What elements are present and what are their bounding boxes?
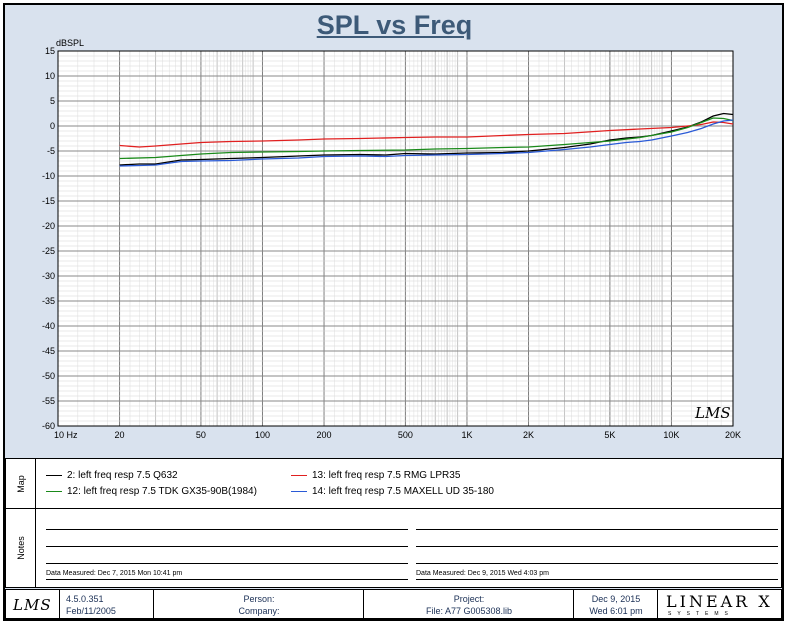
chart-title: SPL vs Freq (316, 10, 473, 40)
notes-line (416, 546, 778, 547)
x-tick-label: 500 (398, 430, 413, 440)
y-tick-label: -50 (42, 371, 55, 381)
x-tick-label: 10 Hz (54, 430, 78, 440)
plot-area (58, 51, 733, 426)
y-tick-label: 0 (50, 121, 55, 131)
version-date: Feb/11/2005 (66, 606, 116, 616)
x-tick-label: 5K (604, 430, 615, 440)
y-tick-label: -45 (42, 346, 55, 356)
company-label: Company: (238, 606, 280, 616)
y-tick-label: -5 (47, 146, 55, 156)
x-tick-label: 20K (725, 430, 741, 440)
x-tick-label: 2K (523, 430, 534, 440)
y-tick-label: -25 (42, 246, 55, 256)
notes-line (416, 563, 778, 564)
y-tick-label: 5 (50, 96, 55, 106)
lms-logo: LMS (13, 596, 52, 614)
notes-line (46, 563, 408, 564)
footer-time: Wed 6:01 pm (589, 606, 643, 616)
x-tick-label: 50 (196, 430, 206, 440)
x-tick-label: 200 (317, 430, 332, 440)
person-label: Person: (243, 594, 275, 604)
y-tick-label: -15 (42, 196, 55, 206)
x-tick-label: 20 (115, 430, 125, 440)
project-label: Project: (453, 594, 485, 604)
map-label: Map (15, 474, 26, 493)
y-tick-label: 15 (45, 46, 55, 56)
y-tick-label: -30 (42, 271, 55, 281)
notes-line (46, 529, 408, 530)
spl-chart: 151050-5-10-15-20-25-30-35-40-45-50-55-6… (42, 46, 741, 440)
legend-swatch (46, 474, 62, 476)
legend-item-q632: 2: left freq resp 7.5 Q632 (46, 470, 178, 481)
legend-item-tdk: 12: left freq resp 7.5 TDK GX35-90B(1984… (46, 486, 257, 497)
legend-item-maxell: 14: left freq resp 7.5 MAXELL UD 35-180 (291, 486, 494, 497)
x-tick-label: 100 (255, 430, 270, 440)
file-label: File: A77 G005308.lib (425, 606, 513, 616)
legend-swatch (291, 490, 307, 492)
legend-swatch (291, 474, 307, 476)
y-tick-label: -40 (42, 321, 55, 331)
series-line (119, 112, 734, 166)
series-line (119, 121, 734, 148)
brand-name: LINEAR X (666, 592, 773, 611)
x-tick-label: 10K (663, 430, 679, 440)
y-tick-label: -35 (42, 296, 55, 306)
footer: LMS 4.5.0.351 Feb/11/2005 Person: Compan… (5, 589, 782, 619)
y-tick-label: -20 (42, 221, 55, 231)
notes-line (416, 579, 778, 580)
date-measured-left: Data Measured: Dec 7, 2015 Mon 10:41 pm (46, 570, 183, 577)
legend-item-rmg: 13: left freq resp 7.5 RMG LPR35 (291, 470, 460, 481)
y-tick-label: -10 (42, 171, 55, 181)
series-line (119, 119, 734, 167)
notes-line (46, 579, 408, 580)
y-tick-label: -55 (42, 396, 55, 406)
series-line (119, 117, 734, 160)
date-measured-right: Data Measured: Dec 9, 2015 Wed 4:03 pm (416, 570, 549, 577)
notes-line (416, 529, 778, 530)
brand-sub: SYSTEMS (668, 611, 734, 617)
map-legend-panel: Map 2: left freq resp 7.5 Q632 12: left … (5, 458, 782, 509)
notes-line (46, 546, 408, 547)
lms-watermark: LMS (694, 404, 731, 422)
version: 4.5.0.351 (66, 594, 104, 604)
notes-label: Notes (15, 536, 26, 560)
notes-panel: Notes Data Measured: Dec 7, 2015 Mon 10:… (5, 508, 782, 588)
legend-swatch (46, 490, 62, 492)
footer-date: Dec 9, 2015 (591, 594, 641, 604)
linearx-logo: LINEAR X SYSTEMS (658, 590, 781, 618)
plot-border (57, 50, 734, 427)
y-tick-label: 10 (45, 71, 55, 81)
y-tick-label: -60 (42, 421, 55, 431)
x-tick-label: 1K (461, 430, 472, 440)
y-axis-label: dBSPL (56, 38, 85, 48)
